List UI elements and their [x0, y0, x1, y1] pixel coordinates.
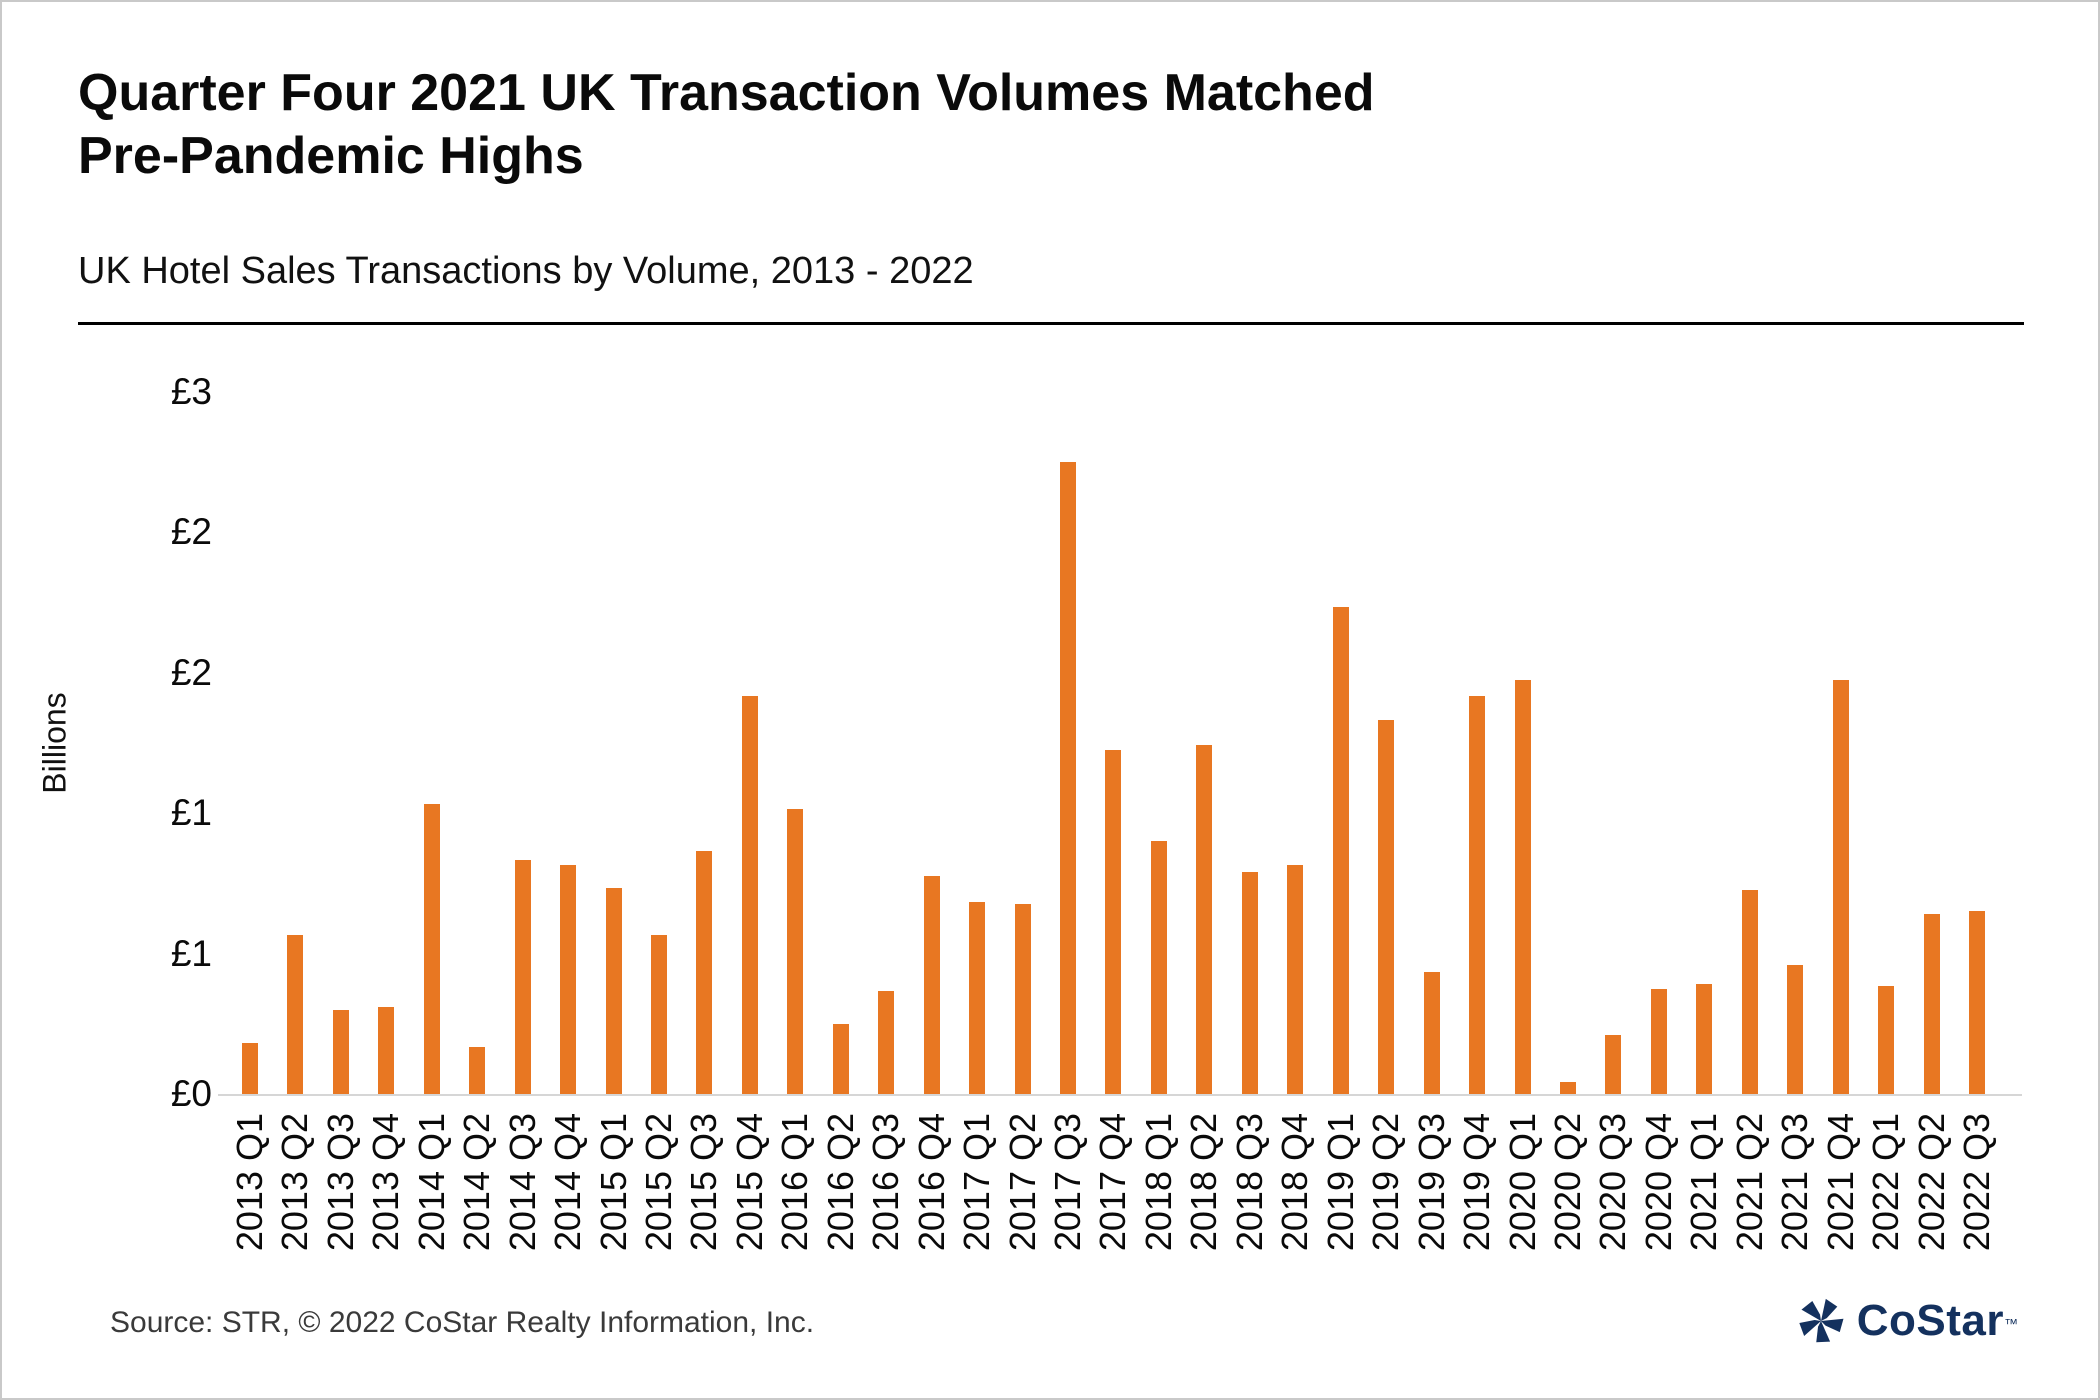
bar	[923, 876, 940, 1094]
bar	[1650, 989, 1667, 1094]
x-axis-label: 2021 Q2	[1728, 1113, 1770, 1252]
x-axis-label: 2013 Q2	[274, 1113, 316, 1252]
bar	[1514, 680, 1531, 1094]
bar	[1696, 984, 1713, 1094]
x-axis-label: 2019 Q3	[1410, 1113, 1452, 1252]
x-axis-label: 2022 Q2	[1910, 1113, 1952, 1252]
bar	[787, 809, 804, 1094]
costar-pinwheel-icon	[1799, 1298, 1844, 1343]
x-axis-label: 2015 Q1	[592, 1113, 634, 1252]
bar	[1923, 914, 1940, 1094]
bar	[1878, 986, 1895, 1094]
bar	[605, 888, 622, 1094]
bar	[287, 935, 304, 1094]
costar-logo-text: CoStar	[1856, 1296, 2004, 1345]
x-axis-label: 2019 Q4	[1456, 1113, 1498, 1252]
bar	[1105, 750, 1122, 1094]
x-axis-label: 2020 Q3	[1592, 1113, 1634, 1252]
x-axis-label: 2013 Q1	[229, 1113, 270, 1252]
bar	[1832, 680, 1849, 1094]
x-axis-label: 2014 Q1	[410, 1113, 452, 1252]
x-axis-label: 2020 Q4	[1637, 1113, 1679, 1252]
y-axis-label: £0	[170, 1073, 212, 1114]
x-axis-label: 2017 Q2	[1001, 1113, 1043, 1252]
page-title-line2: Pre-Pandemic Highs	[78, 127, 584, 186]
x-axis-label: 2015 Q2	[638, 1113, 680, 1252]
x-axis-label: 2021 Q3	[1774, 1113, 1816, 1252]
bar	[741, 696, 758, 1094]
bar	[1741, 890, 1758, 1094]
bar	[1014, 904, 1031, 1094]
x-axis-label: 2016 Q3	[865, 1113, 907, 1252]
x-axis-label: 2018 Q4	[1274, 1113, 1316, 1252]
bar	[1060, 462, 1077, 1094]
costar-logo-wordmark: CoStar™	[1857, 1296, 2018, 1346]
costar-logo: CoStar™	[1797, 1296, 2018, 1346]
bar	[1469, 696, 1486, 1094]
x-axis-label: 2015 Q3	[683, 1113, 725, 1252]
bar	[378, 1007, 395, 1094]
bar	[423, 804, 440, 1094]
x-axis-label: 2018 Q1	[1137, 1113, 1179, 1252]
bar	[832, 1024, 849, 1094]
x-axis-label: 2022 Q3	[1955, 1113, 1997, 1252]
source-attribution: Source: STR, © 2022 CoStar Realty Inform…	[110, 1306, 815, 1339]
x-axis-label: 2014 Q2	[456, 1113, 498, 1252]
y-axis-label: £2	[170, 511, 212, 553]
bar	[651, 935, 668, 1094]
x-axis-label: 2018 Q3	[1228, 1113, 1270, 1252]
bar	[469, 1047, 486, 1094]
y-axis-label: £1	[170, 932, 212, 974]
page-title-line1: Quarter Four 2021 UK Transaction Volumes…	[78, 64, 1375, 122]
y-axis-title: Billions	[36, 692, 73, 794]
x-axis-label: 2017 Q3	[1047, 1113, 1089, 1252]
bar	[560, 865, 577, 1094]
bar	[696, 851, 713, 1094]
x-axis-label: 2019 Q1	[1319, 1113, 1361, 1252]
x-axis-baseline	[218, 1094, 2022, 1096]
y-axis-label: £1	[170, 792, 212, 834]
x-axis-label: 2016 Q1	[774, 1113, 816, 1252]
x-axis-label: 2020 Q2	[1546, 1113, 1588, 1252]
x-axis-label: 2013 Q3	[319, 1113, 361, 1252]
bar	[1196, 745, 1213, 1094]
x-axis-label: 2016 Q4	[910, 1113, 952, 1252]
page-title: Quarter Four 2021 UK Transaction Volumes…	[78, 62, 1375, 189]
bar	[1378, 720, 1395, 1094]
x-axis-label: 2021 Q1	[1683, 1113, 1725, 1252]
bar	[1287, 865, 1304, 1094]
bar	[514, 860, 531, 1094]
bar	[1787, 965, 1804, 1094]
x-axis-label: 2013 Q4	[365, 1113, 407, 1252]
bar	[1968, 911, 1985, 1094]
y-axis-label: £2	[170, 651, 212, 693]
bar	[242, 1043, 258, 1094]
x-axis-label: 2016 Q2	[819, 1113, 861, 1252]
chart-subtitle: UK Hotel Sales Transactions by Volume, 2…	[78, 250, 974, 292]
x-axis-label: 2020 Q1	[1501, 1113, 1543, 1252]
bar	[1150, 841, 1167, 1094]
x-axis-label: 2014 Q4	[547, 1113, 589, 1252]
bar	[1423, 972, 1440, 1094]
x-axis-label: 2017 Q1	[956, 1113, 998, 1252]
x-axis-label: 2014 Q3	[501, 1113, 543, 1252]
x-axis-label: 2018 Q2	[1183, 1113, 1225, 1252]
bar	[332, 1010, 349, 1094]
bar	[1605, 1035, 1622, 1094]
x-axis-label: 2022 Q1	[1865, 1113, 1907, 1252]
x-axis-label: 2017 Q4	[1092, 1113, 1134, 1252]
bar	[1241, 872, 1258, 1094]
x-axis-label: 2021 Q4	[1819, 1113, 1861, 1252]
bar	[969, 902, 986, 1094]
bar	[1559, 1082, 1576, 1094]
x-axis-label: 2019 Q2	[1365, 1113, 1407, 1252]
bar	[1332, 607, 1349, 1094]
y-axis-label: £3	[170, 371, 212, 412]
x-axis-label: 2015 Q4	[728, 1113, 770, 1252]
trademark-symbol: ™	[2004, 1315, 2018, 1332]
header-divider-rule	[78, 322, 2024, 325]
bar	[878, 991, 895, 1094]
